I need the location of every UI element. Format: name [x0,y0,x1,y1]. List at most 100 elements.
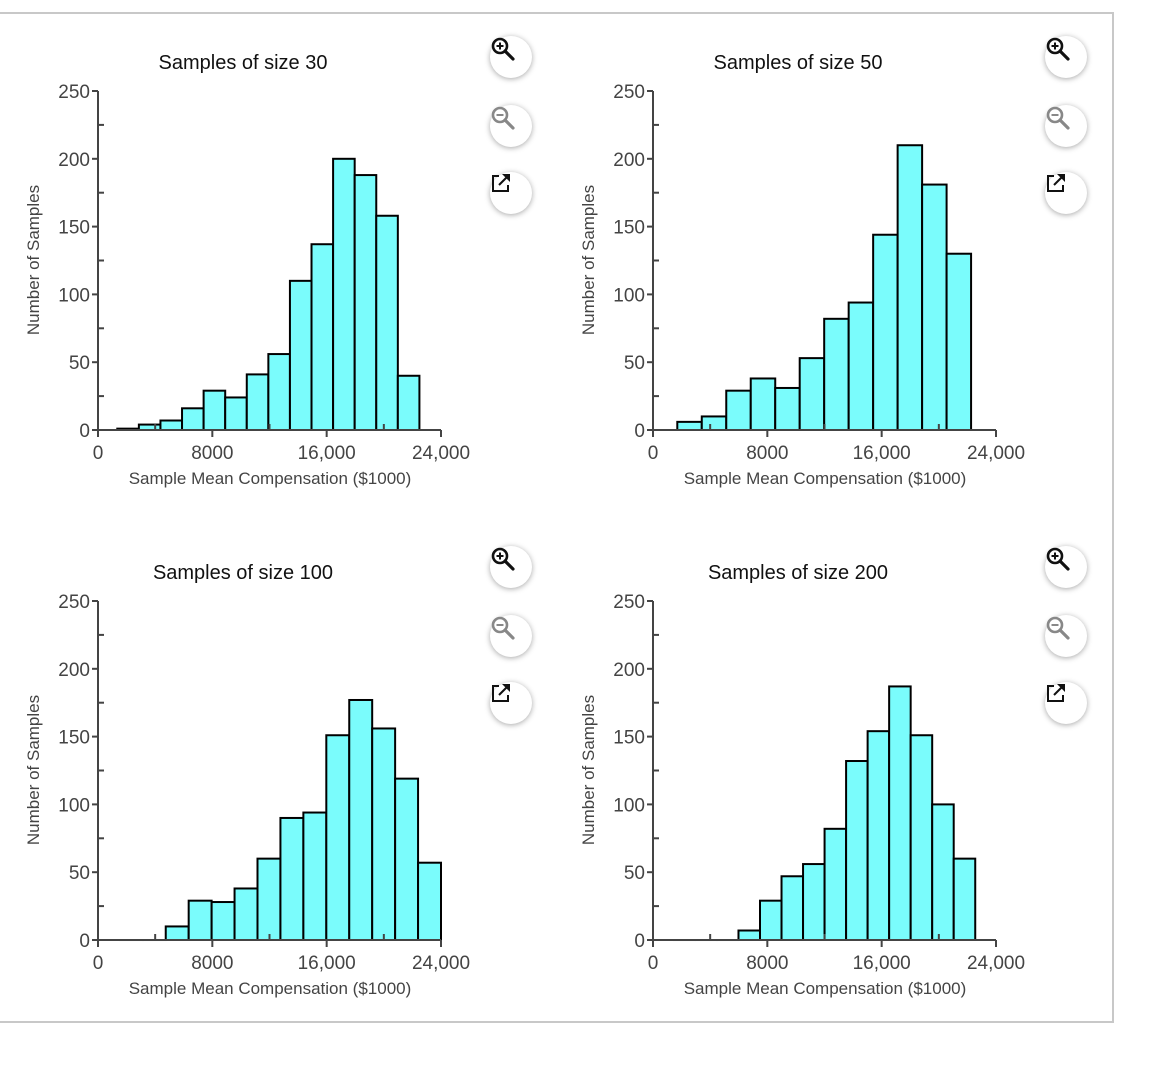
chart-title: Samples of size 200 [708,562,888,584]
y-axis-label: Number of Samples [24,695,43,845]
zoom-out-button[interactable] [1045,615,1087,657]
x-tick-label: 8000 [746,443,788,464]
histogram-bar [159,419,184,431]
x-axis-label: Sample Mean Compensation ($1000) [129,469,412,488]
x-axis-label: Sample Mean Compensation ($1000) [684,979,967,998]
x-tick-label: 24,000 [967,953,1025,974]
y-tick-label: 250 [58,592,90,613]
histogram-bar [749,377,777,431]
y-tick-label: 150 [58,218,90,239]
y-tick-label: 0 [79,931,90,952]
histogram-bar [774,386,801,431]
histogram-bar [233,887,259,941]
zoom-in-button[interactable] [490,36,532,78]
y-tick-label: 50 [624,863,645,884]
histogram-bar [700,415,728,432]
histogram-bar [737,929,762,941]
histogram-bar [945,252,973,431]
histogram-bar [921,183,948,431]
y-axis-label: Number of Samples [579,695,598,845]
y-tick-label: 100 [58,795,90,816]
y-tick-label: 50 [69,863,90,884]
histogram-bar [288,279,313,431]
open-in-new-window-button[interactable] [490,682,532,724]
x-tick-label: 16,000 [853,443,911,464]
histogram-bar [302,811,328,942]
histogram-bar [256,857,282,942]
y-tick-label: 100 [58,285,90,306]
histogram-bar [310,243,335,431]
x-tick-label: 16,000 [853,953,911,974]
x-tick-label: 24,000 [412,953,470,974]
zoom-in-button[interactable] [1045,36,1087,78]
zoom-out-button[interactable] [1045,105,1087,147]
x-tick-label: 16,000 [298,443,356,464]
chart-title: Samples of size 100 [153,562,333,584]
zoom-in-button[interactable] [1045,546,1087,588]
histogram-bar [798,357,826,431]
x-tick-label: 24,000 [967,443,1025,464]
histogram-bar [348,698,374,941]
zoom-in-button[interactable] [490,546,532,588]
y-tick-label: 200 [613,150,645,171]
histogram-bar [187,899,213,941]
y-tick-label: 150 [613,728,645,749]
y-tick-label: 250 [613,592,645,613]
y-tick-label: 250 [613,82,645,103]
histogram-bar [164,925,190,942]
x-tick-label: 0 [648,953,659,974]
histogram-bar [353,174,378,431]
y-tick-label: 200 [613,660,645,681]
y-tick-label: 200 [58,660,90,681]
y-tick-label: 100 [613,795,645,816]
histogram-bar [847,301,875,432]
x-tick-label: 8000 [191,953,233,974]
open-in-new-window-button[interactable] [490,172,532,214]
histogram-bar [952,857,977,942]
histogram-bar [909,734,934,941]
histogram-4: Samples of size 200 Number of Samples Samp… [579,562,1025,998]
zoom-out-button[interactable] [490,615,532,657]
figure-frame [0,12,1114,1023]
y-tick-label: 250 [58,82,90,103]
histogram-bar [823,827,848,942]
x-axis-label: Sample Mean Compensation ($1000) [129,979,412,998]
open-in-new-window-button[interactable] [1045,682,1087,724]
histogram-2: Samples of size 50 Number of Samples Sampl… [579,52,1025,488]
y-tick-label: 150 [613,218,645,239]
x-tick-label: 24,000 [412,443,470,464]
y-tick-label: 0 [634,931,645,952]
histogram-1: Samples of size 30 Number of Samples Sampl… [24,52,470,488]
histogram-bar [210,901,236,942]
histogram-bar [802,863,826,941]
histogram-bar [245,373,270,431]
x-tick-label: 0 [93,953,104,974]
histogram-bar [202,389,227,431]
histogram-bar [823,317,850,432]
histogram-bar [396,374,421,432]
histogram-bar [866,730,891,941]
y-tick-label: 150 [58,728,90,749]
x-tick-label: 0 [93,443,104,464]
y-tick-label: 50 [69,353,90,374]
x-tick-label: 16,000 [298,953,356,974]
histogram-bar [845,760,869,941]
y-tick-label: 0 [79,421,90,442]
histogram-bar [888,685,912,941]
x-tick-label: 8000 [746,953,788,974]
histogram-bar [181,407,205,431]
y-axis-label: Number of Samples [579,185,598,335]
x-tick-label: 0 [648,443,659,464]
histogram-bar [332,157,356,432]
chart-title: Samples of size 30 [159,52,328,74]
zoom-out-button[interactable] [490,105,532,147]
histogram-bar [872,233,899,431]
y-tick-label: 50 [624,353,645,374]
y-axis-label: Number of Samples [24,185,43,335]
open-in-new-window-button[interactable] [1045,172,1087,214]
histogram-bar [725,389,752,431]
histogram-bar [394,777,420,941]
histogram-bar [417,861,443,942]
histogram-bar [371,727,397,941]
histogram-bar [676,420,703,432]
